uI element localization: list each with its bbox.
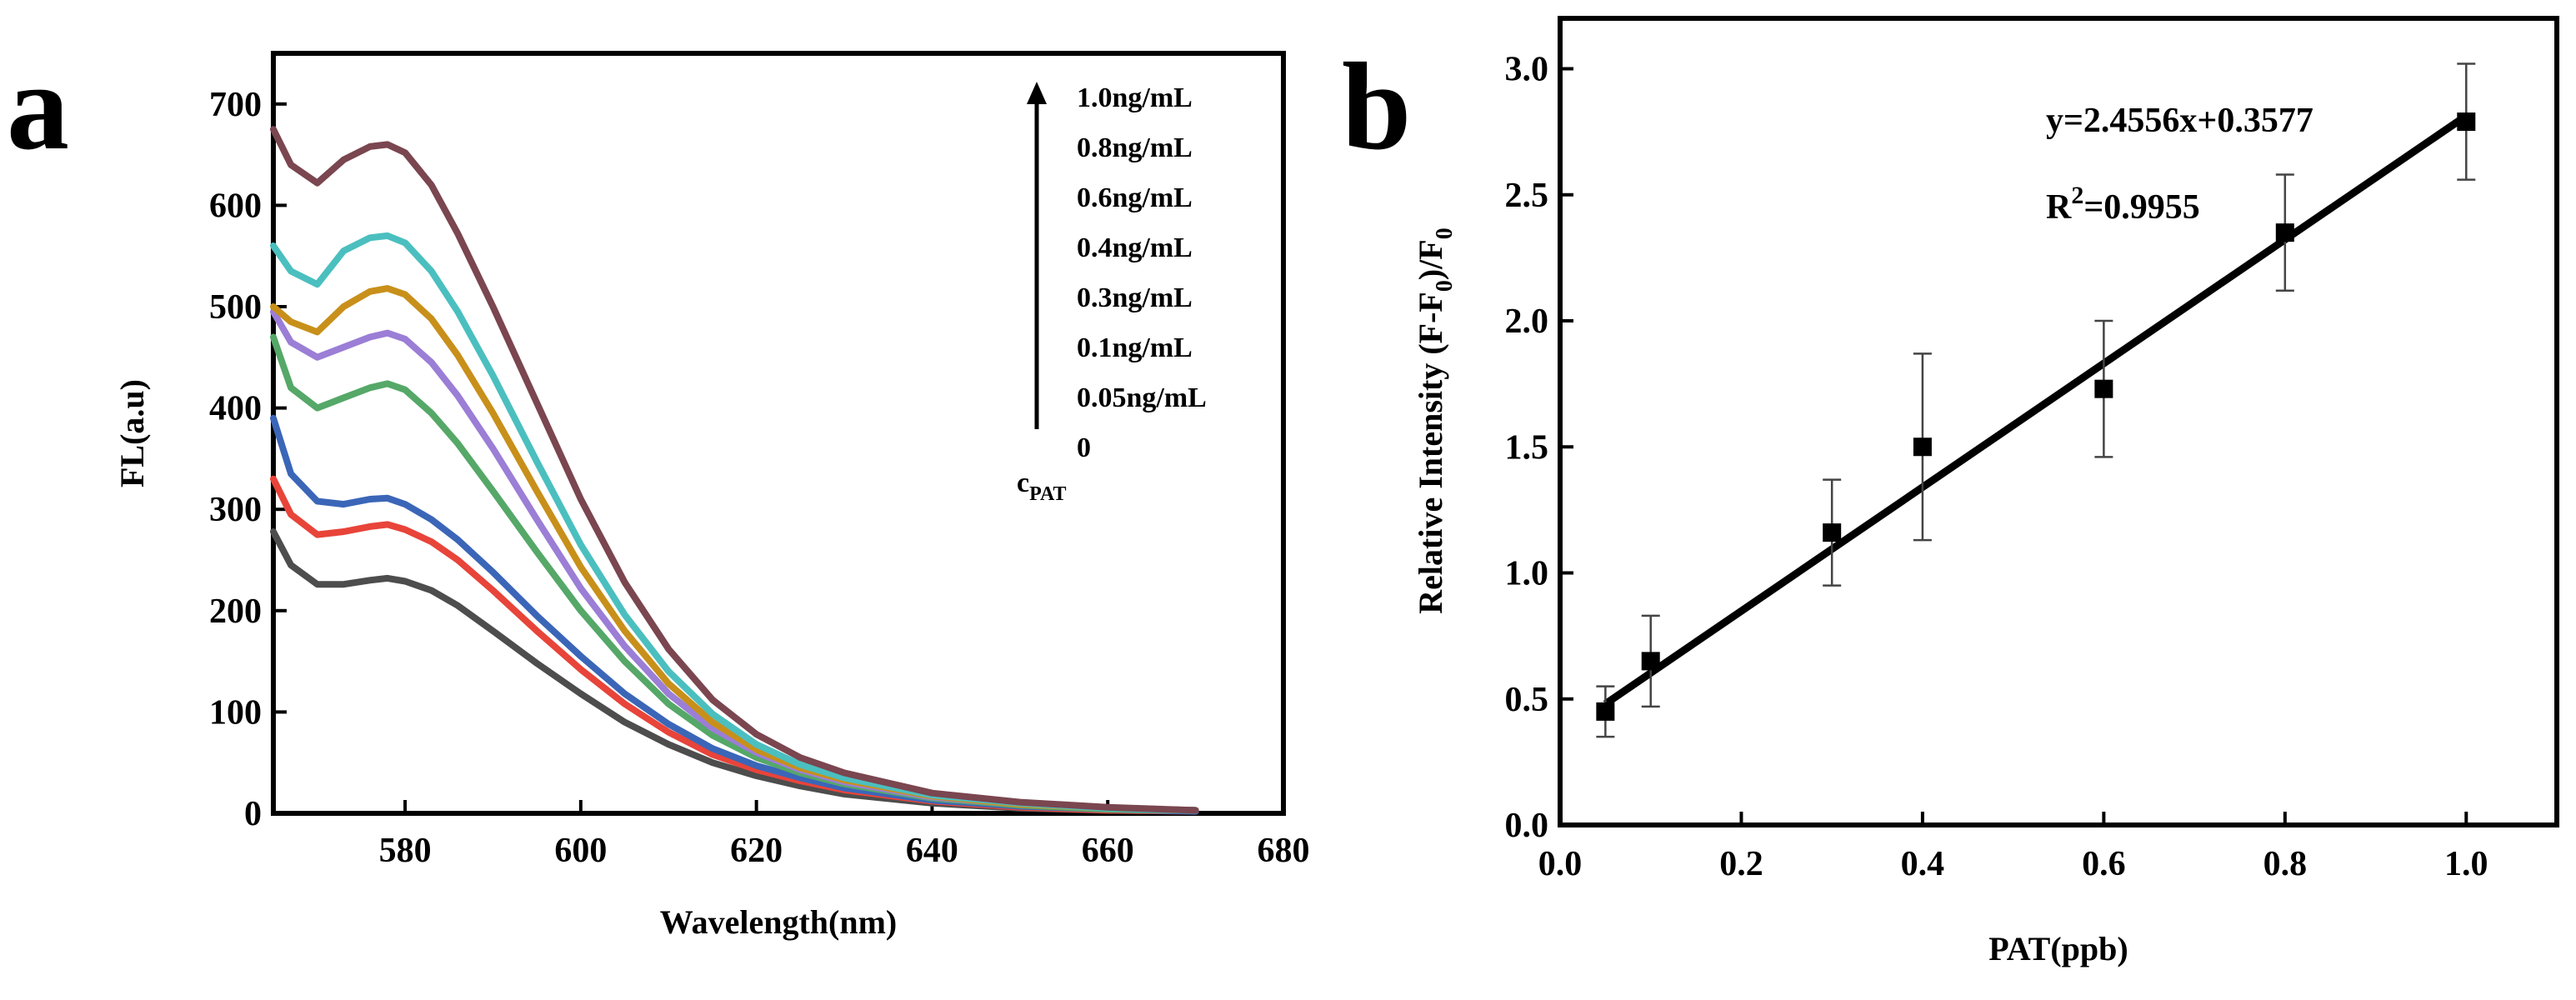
b-ytick-label: 2.0	[1505, 302, 1549, 341]
panel-a-ylabel: FL(a.u)	[113, 379, 151, 488]
panel-b-xlabel: PAT(ppb)	[1988, 930, 2128, 968]
b-xtick-label: 0.4	[1901, 845, 1945, 883]
panel-label-a: a	[7, 38, 69, 176]
b-xtick-label: 0.0	[1538, 845, 1583, 883]
spectrum-line-0	[270, 528, 1199, 815]
a-ytick-label: 300	[209, 491, 262, 529]
legend-entry: 0.1ng/mL	[1077, 332, 1193, 363]
panel-b-ylabel: Relative Intensity (F-F0)/F0	[1412, 228, 1458, 613]
spectrum-line-1	[270, 475, 1199, 815]
panel-b-chart: 0.0 0.2 0.4 0.6 0.8 1.00.00.51.01.52.02.53.0 …	[1412, 16, 2559, 968]
r-squared: R2=0.9955	[2046, 182, 2200, 227]
b-ytick-label: 0.5	[1505, 681, 1549, 719]
fit-equation: y=2.4556x+0.3577	[2046, 102, 2313, 140]
panel-label-b: b	[1342, 38, 1411, 176]
a-xtick-label: 620	[730, 832, 783, 870]
data-point-5	[2275, 223, 2294, 242]
panel-b-frame	[1558, 16, 2559, 828]
a-ytick-label: 600	[209, 187, 262, 225]
a-ytick-label: 700	[209, 86, 262, 124]
a-xtick-label: 600	[554, 832, 607, 870]
data-point-0	[1596, 702, 1615, 721]
fit-line	[1603, 112, 2468, 708]
legend-entry: 1.0ng/mL	[1077, 82, 1193, 113]
legend-entry: 0.8ng/mL	[1077, 132, 1193, 163]
b-ytick-label: 0.0	[1505, 807, 1549, 845]
panel-a-chart: 580 600 620 640 660 680 0 100 200 300 400 500 600 700…	[113, 51, 1310, 941]
a-xtick-label: 660	[1082, 832, 1134, 870]
legend-entry: 0	[1077, 432, 1091, 463]
panel-b-data	[1596, 62, 2476, 738]
panel-a-frame	[271, 51, 1286, 816]
a-ytick-label: 200	[209, 592, 262, 631]
b-ytick-label: 1.5	[1505, 428, 1549, 467]
data-point-3	[1913, 438, 1932, 457]
a-ytick-label: 0	[244, 795, 262, 833]
a-xtick-label: 640	[906, 832, 958, 870]
data-point-1	[1641, 652, 1660, 671]
data-point-2	[1823, 523, 1842, 542]
spectrum-line-2	[270, 414, 1199, 815]
legend-entry: 0.05ng/mL	[1077, 382, 1207, 413]
spectrum-line-7	[270, 126, 1199, 814]
legend-entry: 0.3ng/mL	[1077, 282, 1193, 313]
legend-title: cPAT	[1017, 468, 1067, 505]
a-xtick-label: 580	[379, 832, 432, 870]
a-ytick-label: 500	[209, 288, 262, 327]
legend-arrow-icon	[1027, 82, 1047, 104]
b-xtick-label: 0.8	[2263, 845, 2308, 883]
spectrum-line-6	[270, 232, 1199, 814]
b-xtick-label: 1.0	[2444, 845, 2488, 883]
panel-b-ticks: 0.0 0.2 0.4 0.6 0.8 1.0 0.0 0.5 1.0 1.5 2.0 2.5 3.0	[1505, 51, 2488, 884]
a-ytick-label: 400	[209, 390, 262, 428]
legend-entry: 0.4ng/mL	[1077, 232, 1193, 263]
a-xtick-label: 680	[1258, 832, 1310, 870]
b-ytick-label: 3.0	[1505, 51, 1549, 89]
panel-a-xlabel: Wavelength(nm)	[660, 903, 897, 941]
b-ytick-label: 1.0	[1505, 555, 1549, 593]
panel-a-legend: cPAT 1.0ng/mL 0.8ng/mL 0.6ng/mL 0.4ng/mL 0.3…	[1017, 82, 1207, 505]
b-xtick-label: 0.6	[2082, 845, 2126, 883]
panel-a-curves	[270, 126, 1199, 815]
b-xtick-label: 0.2	[1719, 845, 1763, 883]
b-ytick-label: 2.5	[1505, 177, 1549, 215]
panel-a-ticks: 580 600 620 640 660 680 0 100 200 300 400 500 600 700	[209, 86, 1310, 870]
legend-entry: 0.6ng/mL	[1077, 182, 1193, 213]
data-point-6	[2457, 112, 2476, 132]
data-point-4	[2094, 379, 2113, 398]
a-ytick-label: 100	[209, 693, 262, 732]
